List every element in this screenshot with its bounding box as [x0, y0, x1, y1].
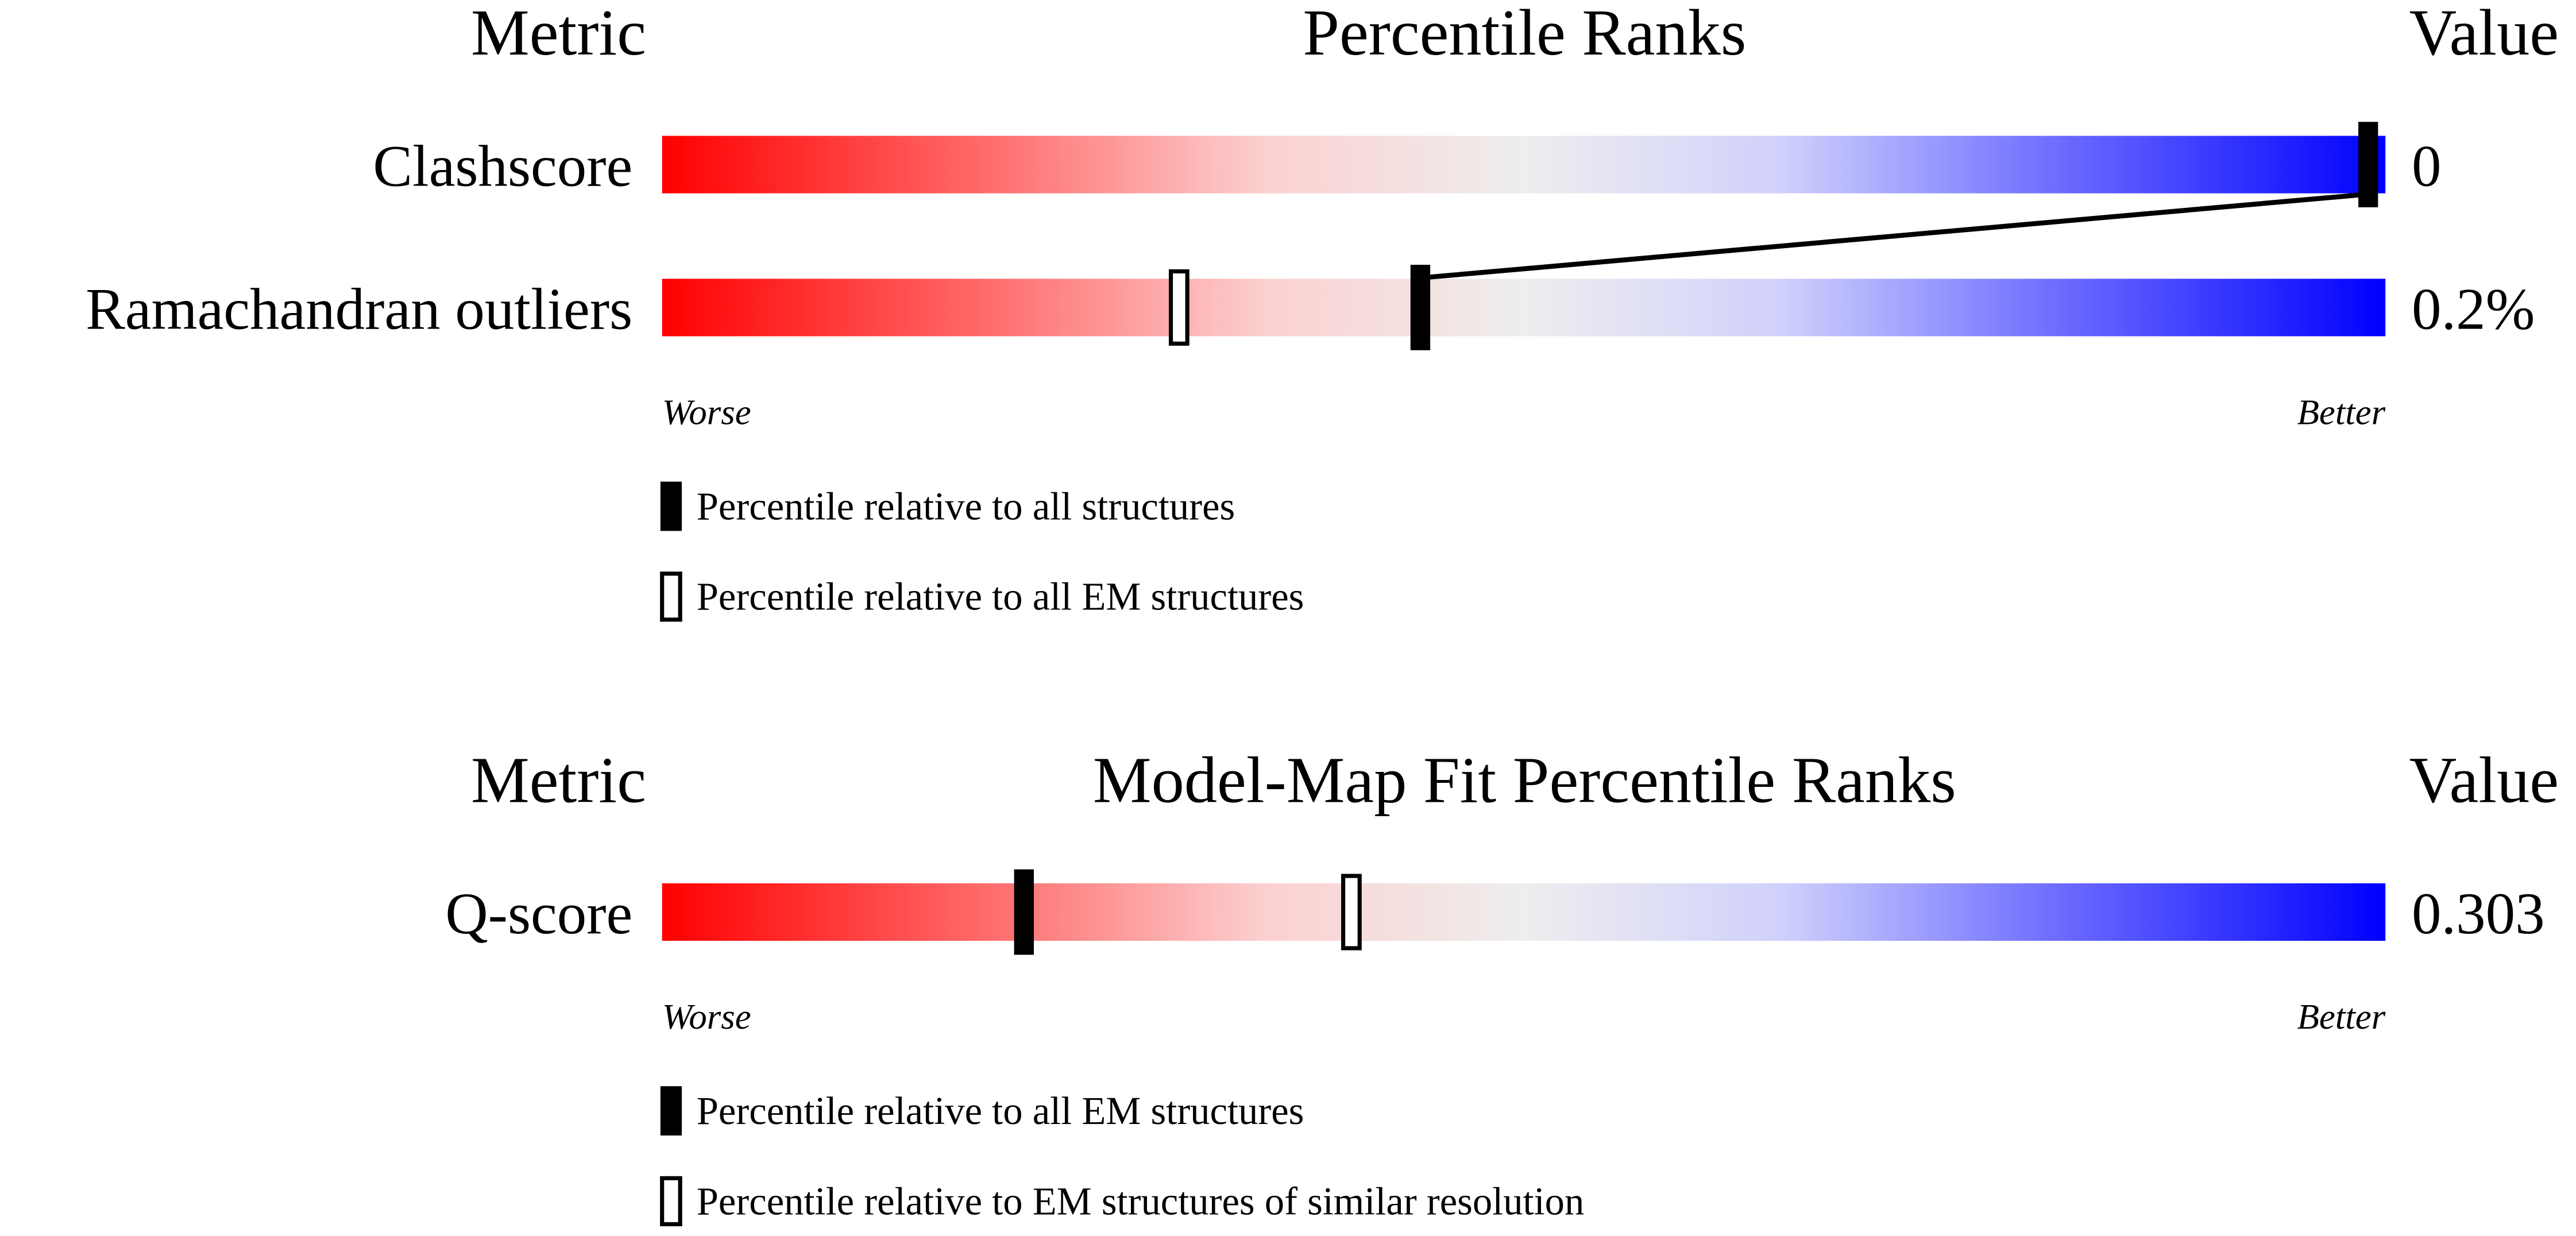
- legend-em: Percentile relative to all EM structures: [697, 575, 1304, 619]
- metric-value: 0: [2412, 134, 2441, 199]
- header-metric: Metric: [471, 0, 646, 69]
- legend-em-swatch: [660, 1176, 682, 1227]
- header-title: Model-Map Fit Percentile Ranks: [1093, 743, 1956, 816]
- better-label: Better: [2297, 996, 2385, 1037]
- legend-all: Percentile relative to all EM structures: [697, 1089, 1304, 1133]
- connector: [1420, 191, 2369, 281]
- all-marker: [1014, 869, 1034, 955]
- em-marker: [1341, 874, 1362, 951]
- worse-label: Worse: [662, 392, 751, 432]
- header-value: Value: [2409, 743, 2559, 816]
- metric-label: Clashscore: [373, 134, 632, 199]
- metric-label: Q-score: [445, 881, 632, 947]
- percentile-bar: [662, 883, 2386, 941]
- worse-label: Worse: [662, 996, 751, 1037]
- better-label: Better: [2297, 392, 2385, 432]
- legend-em: Percentile relative to EM structures of …: [697, 1179, 1585, 1223]
- percentile-bar: [662, 136, 2386, 194]
- all-marker: [1410, 265, 1431, 350]
- em-marker: [1168, 269, 1189, 346]
- legend-all-swatch: [660, 1086, 682, 1136]
- legend-all: Percentile relative to all structures: [697, 484, 1235, 528]
- legend-em-swatch: [660, 571, 682, 622]
- metric-value: 0.303: [2412, 881, 2545, 947]
- legend-all-swatch: [660, 481, 682, 531]
- metric-value: 0.2%: [2412, 277, 2535, 342]
- header-metric: Metric: [471, 743, 646, 816]
- header-title: Percentile Ranks: [1303, 0, 1746, 69]
- metric-label: Ramachandran outliers: [86, 277, 632, 342]
- percentile-bar: [662, 279, 2386, 337]
- header-value: Value: [2409, 0, 2559, 69]
